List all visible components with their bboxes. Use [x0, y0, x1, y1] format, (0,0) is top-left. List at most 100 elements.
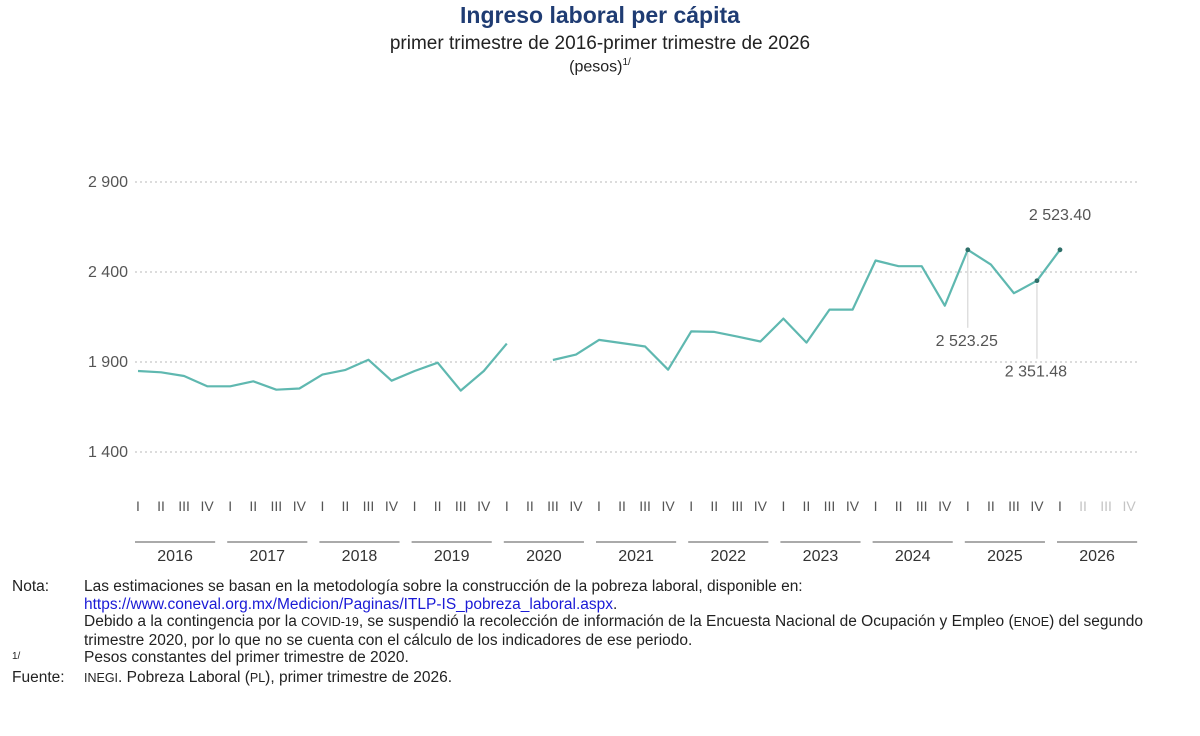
chart-header: Ingreso laboral per cápita primer trimes… — [0, 0, 1200, 76]
chart-units: (pesos)1/ — [0, 57, 1200, 76]
quarter-tick-label: I — [505, 498, 509, 514]
quarter-tick-label: I — [1058, 498, 1062, 514]
year-tick-label: 2023 — [803, 548, 839, 565]
quarter-tick-label: II — [526, 498, 534, 514]
quarter-tick-label: II — [803, 498, 811, 514]
y-tick-label: 2 900 — [88, 174, 128, 191]
annotation-label: 2 523.25 — [936, 333, 998, 350]
quarter-tick-label: I — [966, 498, 970, 514]
quarter-tick-label: I — [136, 498, 140, 514]
year-tick-label: 2026 — [1079, 548, 1115, 565]
quarter-tick-label: I — [689, 498, 693, 514]
quarter-tick-label: III — [455, 498, 467, 514]
enoe-abbr: ENOE — [1013, 615, 1050, 629]
fuente-text-d: ), primer trimestre de 2026. — [265, 668, 453, 686]
quarter-tick-label: II — [987, 498, 995, 514]
quarter-tick-label: IV — [754, 498, 768, 514]
chart-subtitle: primer trimestre de 2016-primer trimestr… — [389, 33, 811, 54]
year-tick-label: 2018 — [342, 548, 378, 565]
quarter-tick-label: II — [434, 498, 442, 514]
quarter-tick-label: II — [342, 498, 350, 514]
series-line — [137, 248, 1061, 392]
methodology-link[interactable]: https://www.coneval.org.mx/Medicion/Pagi… — [84, 595, 613, 613]
nota-link-line: https://www.coneval.org.mx/Medicion/Pagi… — [84, 596, 1192, 614]
quarter-tick-label: I — [597, 498, 601, 514]
nota-row: Nota: Las estimaciones se basan en la me… — [12, 578, 1192, 649]
fuente-text-b: . Pobreza Laboral ( — [118, 668, 250, 686]
nota-label: Nota: — [12, 578, 50, 595]
annotation-marker — [1034, 278, 1040, 284]
quarter-tick-label: IV — [201, 498, 215, 514]
quarter-tick-label: III — [824, 498, 836, 514]
footnote-mark: 1/ — [12, 649, 84, 669]
quarter-tick-label: II — [249, 498, 257, 514]
quarter-tick-label: II — [618, 498, 626, 514]
quarter-tick-label: II — [710, 498, 718, 514]
fuente-body: INEGI. Pobreza Laboral (PL), primer trim… — [84, 669, 1192, 688]
inegi-abbr: INEGI — [84, 670, 119, 685]
footnote-mark-text: 1/ — [12, 651, 21, 662]
quarter-tick-label: III — [363, 498, 375, 514]
units-note-mark: 1/ — [622, 57, 631, 68]
quarter-tick-label: IV — [569, 498, 583, 514]
y-tick-label: 1 400 — [88, 444, 128, 461]
quarter-tick-label: IV — [293, 498, 307, 514]
annotation-label: 2 523.40 — [1029, 207, 1091, 224]
covid-text-c: , se suspendió la recolección de informa… — [358, 613, 1014, 630]
quarter-tick-label: III — [1008, 498, 1020, 514]
nota-link-end: . — [613, 595, 618, 613]
quarter-tick-label: I — [874, 498, 878, 514]
quarter-tick-label: II — [895, 498, 903, 514]
quarter-tick-label: IV — [846, 498, 860, 514]
footnote-text: Pesos constantes del primer trimestre de… — [84, 649, 409, 666]
quarter-tick-label: III — [639, 498, 651, 514]
quarter-tick-label: III — [270, 498, 282, 514]
year-tick-label: 2025 — [987, 548, 1023, 565]
year-tick-label: 2020 — [526, 548, 562, 565]
notes-section: Nota: Las estimaciones se basan en la me… — [12, 578, 1192, 687]
quarter-tick-label: IV — [1030, 498, 1044, 514]
annotation-marker — [965, 247, 971, 253]
series-line-segment — [137, 342, 508, 392]
year-tick-label: 2022 — [710, 548, 746, 565]
quarter-tick-label: I — [320, 498, 324, 514]
series-line-segment — [552, 248, 1061, 371]
quarter-tick-label: II — [157, 498, 165, 514]
grid-lines — [135, 181, 1140, 453]
quarter-tick-label: IV — [477, 498, 491, 514]
year-tick-label: 2024 — [895, 548, 931, 565]
quarter-tick-label: I — [413, 498, 417, 514]
nota-line1: Las estimaciones se basan en la metodolo… — [84, 578, 803, 595]
quarter-tick-label: IV — [938, 498, 952, 514]
quarter-tick-label: III — [731, 498, 743, 514]
y-tick-label: 2 400 — [88, 264, 128, 281]
quarter-tick-label: IV — [662, 498, 676, 514]
footnote-row: 1/ Pesos constantes del primer trimestre… — [12, 649, 1192, 669]
quarter-tick-label: I — [781, 498, 785, 514]
fuente-row: Fuente: INEGI. Pobreza Laboral (PL), pri… — [12, 669, 1192, 688]
annotations: 2 523.40 2 523.25 2 351.48 — [936, 207, 1092, 381]
quarter-tick-label: II — [1079, 498, 1087, 514]
quarter-tick-label: IV — [385, 498, 399, 514]
quarter-tick-label: III — [178, 498, 190, 514]
pl-abbr: PL — [249, 670, 266, 685]
y-axis-ticks: 1 400 1 900 2 400 2 900 — [88, 174, 128, 461]
quarter-tick-label: IV — [1123, 498, 1137, 514]
fuente-label: Fuente: — [12, 668, 65, 686]
covid-note: Debido a la contingencia por la COVID-19… — [84, 613, 1192, 649]
quarter-tick-label: III — [547, 498, 559, 514]
year-tick-label: 2021 — [618, 548, 654, 565]
quarter-tick-label: I — [228, 498, 232, 514]
chart-title: Ingreso laboral per cápita — [460, 2, 740, 28]
units-label: (pesos) — [569, 58, 623, 76]
quarter-tick-label: III — [1100, 498, 1112, 514]
year-tick-label: 2019 — [434, 548, 470, 565]
covid-text-a: Debido a la contingencia por la — [84, 613, 302, 630]
covid-abbr: COVID-19 — [301, 615, 359, 629]
year-tick-label: 2016 — [157, 548, 193, 565]
y-tick-label: 1 900 — [88, 354, 128, 371]
annotation-label: 2 351.48 — [1005, 364, 1067, 381]
nota-body: Las estimaciones se basan en la metodolo… — [84, 578, 1192, 649]
annotation-marker — [1057, 247, 1063, 253]
